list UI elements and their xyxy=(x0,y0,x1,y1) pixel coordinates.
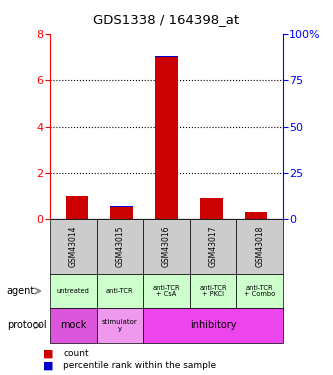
Bar xyxy=(155,57,178,219)
Text: GSM43017: GSM43017 xyxy=(208,226,218,267)
Text: stimulator
y: stimulator y xyxy=(102,319,138,332)
Bar xyxy=(200,198,222,219)
Text: mock: mock xyxy=(60,321,87,330)
Bar xyxy=(245,212,267,219)
Text: GSM43015: GSM43015 xyxy=(115,226,125,267)
Text: GSM43018: GSM43018 xyxy=(255,226,264,267)
Text: untreated: untreated xyxy=(57,288,90,294)
Text: GSM43016: GSM43016 xyxy=(162,226,171,267)
Text: anti-TCR
+ PKCi: anti-TCR + PKCi xyxy=(199,285,227,297)
Text: ■: ■ xyxy=(43,349,54,359)
Text: percentile rank within the sample: percentile rank within the sample xyxy=(63,361,216,370)
Text: ■: ■ xyxy=(43,360,54,370)
Text: anti-TCR
+ CsA: anti-TCR + CsA xyxy=(153,285,180,297)
Text: protocol: protocol xyxy=(7,321,46,330)
Bar xyxy=(111,207,133,219)
Text: GDS1338 / 164398_at: GDS1338 / 164398_at xyxy=(94,13,239,26)
Text: anti-TCR: anti-TCR xyxy=(106,288,134,294)
Text: agent: agent xyxy=(7,286,35,296)
Text: GSM43014: GSM43014 xyxy=(69,226,78,267)
Text: inhibitory: inhibitory xyxy=(190,321,236,330)
Bar xyxy=(66,196,88,219)
Text: count: count xyxy=(63,350,89,358)
Bar xyxy=(155,56,178,57)
Text: anti-TCR
+ Combo: anti-TCR + Combo xyxy=(244,285,275,297)
